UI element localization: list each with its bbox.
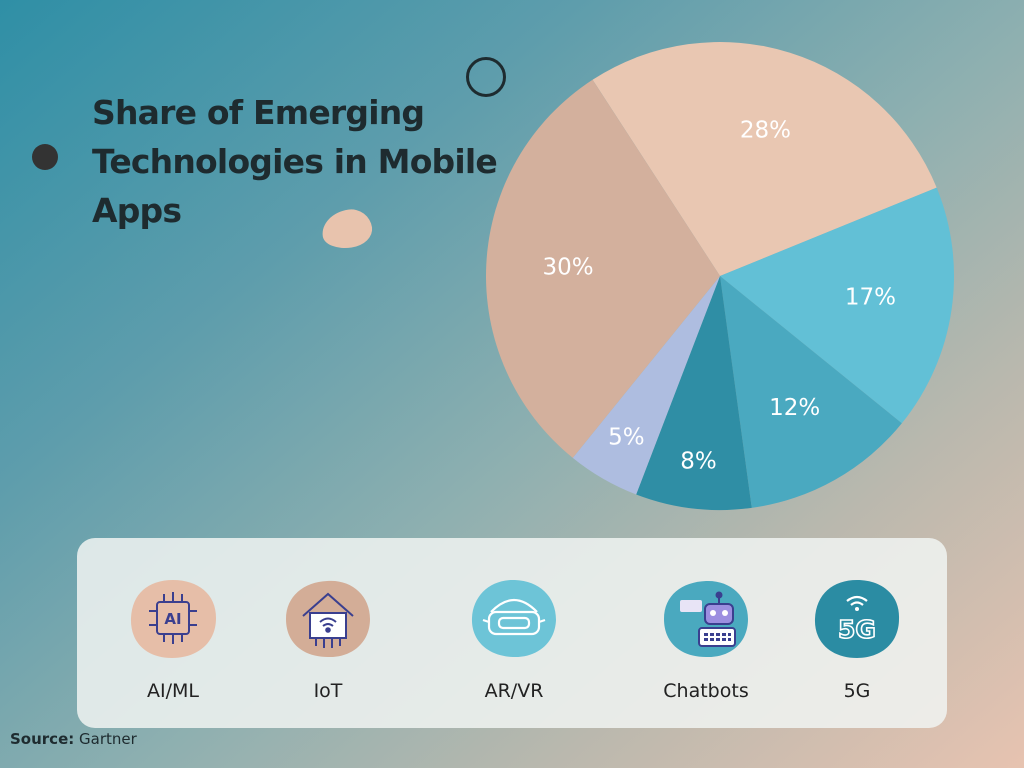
decorative-ring: [466, 57, 506, 97]
pie-slice: [720, 187, 954, 424]
slice-label: 17%: [845, 285, 896, 311]
slice-label: 30%: [543, 255, 594, 281]
chatbot-icon: [661, 578, 751, 660]
source-text: Gartner: [79, 730, 137, 748]
tech-item-5g: 5G 5G: [787, 578, 927, 702]
5g-icon: 5G: [812, 578, 902, 660]
icon-blob: [814, 580, 900, 658]
source-note: Source: Gartner: [10, 730, 137, 748]
pie-slice: [485, 79, 720, 458]
pie-slice: [572, 276, 720, 495]
tech-item-chatbots: Chatbots: [636, 578, 776, 702]
svg-text:5G: 5G: [838, 615, 876, 644]
tech-label: 5G: [843, 680, 871, 702]
slice-label: 8%: [680, 448, 717, 474]
smart-home-icon: [283, 578, 373, 660]
tech-item-iot: IoT: [258, 578, 398, 702]
slice-label: 28%: [740, 117, 791, 143]
pie-slice: [720, 276, 902, 508]
chart-title: Share of Emerging Technologies in Mobile…: [92, 93, 498, 230]
slice-label: 5%: [608, 425, 645, 451]
source-label: Source:: [10, 730, 75, 748]
slice-label: 12%: [769, 395, 820, 421]
icon-blob: [130, 580, 216, 658]
tech-item-ai-ml: AI AI/ML: [103, 578, 243, 702]
decorative-dot: [32, 144, 58, 170]
tech-item-ar-vr: AR/VR: [444, 578, 584, 702]
svg-text:AI: AI: [164, 610, 181, 628]
tech-label: IoT: [313, 680, 343, 702]
tech-label: Chatbots: [663, 680, 749, 702]
pie-chart: 28% 17% 12% 8% 5% 30%: [485, 41, 954, 511]
pie-slice: [592, 41, 937, 276]
tech-label: AR/VR: [484, 680, 544, 702]
tech-label: AI/ML: [147, 680, 199, 702]
pie-slice: [636, 276, 752, 511]
vr-headset-icon: [469, 578, 559, 660]
ai-chip-icon: AI: [128, 578, 218, 660]
technologies-panel: AI AI/ML IoT: [77, 538, 947, 728]
